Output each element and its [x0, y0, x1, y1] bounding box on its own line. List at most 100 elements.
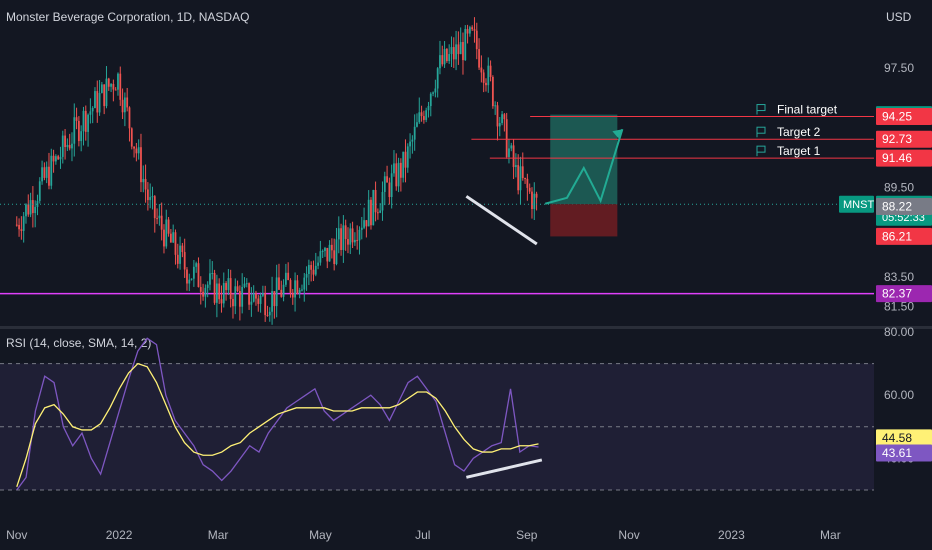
candle-body-61 [156, 218, 158, 220]
candle-body-163 [390, 173, 393, 198]
candle-body-125 [303, 277, 306, 290]
price-divergence-line [465, 195, 538, 246]
candle-body-151 [363, 220, 365, 228]
candle-body-142 [342, 225, 345, 250]
candle-body-201 [478, 49, 480, 68]
candle-body-71 [179, 245, 181, 264]
target-flag-icon-2 [756, 145, 766, 153]
candle-body-136 [328, 244, 331, 262]
candle-body-72 [181, 245, 184, 253]
candle-body-93 [229, 278, 232, 299]
candle-body-172 [411, 139, 414, 142]
candle-body-25 [73, 117, 76, 144]
candle-body-127 [307, 265, 310, 275]
candle-body-30 [84, 110, 87, 132]
candle-body-69 [174, 232, 177, 255]
candle-body-120 [291, 292, 294, 298]
candle-body-112 [273, 291, 276, 307]
rsi-ma-line [16, 362, 539, 488]
candle-body-33 [91, 107, 94, 112]
candle-body-212 [503, 114, 506, 120]
candle-body-204 [485, 82, 487, 86]
candle-body-29 [82, 110, 85, 132]
candle-body-215 [510, 145, 513, 149]
candle-body-81 [202, 291, 204, 297]
candle-body-4 [25, 204, 27, 217]
candle-body-0 [15, 224, 18, 226]
target-zone [550, 114, 618, 205]
price-tick-0: 97.50 [884, 61, 914, 75]
candle-body-191 [455, 44, 457, 60]
candle-body-174 [416, 122, 418, 127]
candle-body-226 [535, 193, 538, 198]
candle-body-24 [71, 143, 73, 149]
candle-body-51 [133, 146, 135, 149]
candle-body-85 [211, 273, 214, 275]
chart-title: Monster Beverage Corporation, 1D, NASDAQ [6, 10, 250, 24]
candle-body-126 [305, 274, 308, 278]
candle-body-111 [271, 291, 273, 312]
candle-body-143 [344, 225, 347, 240]
candle-body-6 [29, 200, 32, 215]
candle-body-91 [225, 283, 227, 291]
candle-body-145 [349, 228, 352, 245]
candle-body-105 [257, 298, 260, 304]
candle-body-87 [215, 283, 218, 303]
candle-body-221 [524, 177, 526, 179]
candle-body-161 [386, 176, 388, 183]
candle-body-110 [268, 311, 271, 316]
candle-body-2 [20, 229, 23, 231]
candle-body-20 [61, 135, 64, 157]
candle-body-62 [158, 215, 161, 219]
x-tick-4: Jul [415, 528, 430, 542]
rsi-value-label-bg-1 [876, 444, 932, 462]
candle-body-108 [264, 293, 267, 316]
candle-body-96 [236, 286, 239, 291]
candle-body-40 [107, 78, 110, 87]
rsi-value-label-0: 44.58 [882, 431, 912, 445]
candle-body-18 [57, 156, 60, 160]
candle-body-206 [489, 65, 492, 77]
stop-zone [550, 204, 618, 237]
candle-body-170 [406, 146, 409, 168]
candle-body-218 [517, 165, 520, 191]
candle-body-144 [347, 239, 349, 245]
rsi-tick-1: 60.00 [884, 388, 914, 402]
candle-body-59 [151, 196, 154, 198]
candle-body-37 [100, 84, 103, 93]
candle-body-156 [374, 189, 377, 213]
candle-body-44 [117, 73, 119, 90]
candle-body-28 [80, 131, 83, 142]
candle-body-119 [289, 280, 292, 293]
price-label-7: 82.37 [882, 287, 912, 301]
candle-body-32 [89, 111, 92, 115]
candle-body-70 [176, 254, 179, 264]
candle-body-223 [528, 187, 531, 192]
candle-body-83 [206, 284, 209, 288]
price-label-bg-1 [876, 108, 932, 126]
candle-body-8 [34, 206, 37, 214]
candle-body-202 [480, 67, 483, 73]
candle-body-31 [87, 114, 89, 132]
candle-body-205 [487, 65, 490, 86]
candle-body-109 [266, 315, 269, 317]
candle-body-19 [59, 156, 62, 160]
candle-body-65 [165, 219, 168, 247]
x-tick-3: May [309, 528, 332, 542]
candle-body-66 [167, 219, 170, 234]
candle-body-12 [43, 167, 46, 178]
candle-body-131 [317, 262, 319, 266]
candle-body-95 [234, 286, 237, 307]
candle-body-54 [140, 147, 142, 183]
candle-body-197 [468, 27, 471, 34]
candle-body-60 [153, 196, 156, 219]
candle-body-132 [319, 251, 322, 263]
candle-body-141 [340, 228, 342, 250]
candle-body-88 [218, 283, 221, 300]
price-label-5: 88.22 [882, 199, 912, 213]
candle-body-187 [445, 48, 448, 62]
candle-body-22 [66, 144, 69, 148]
candle-body-35 [96, 91, 99, 113]
candle-body-43 [114, 89, 117, 91]
